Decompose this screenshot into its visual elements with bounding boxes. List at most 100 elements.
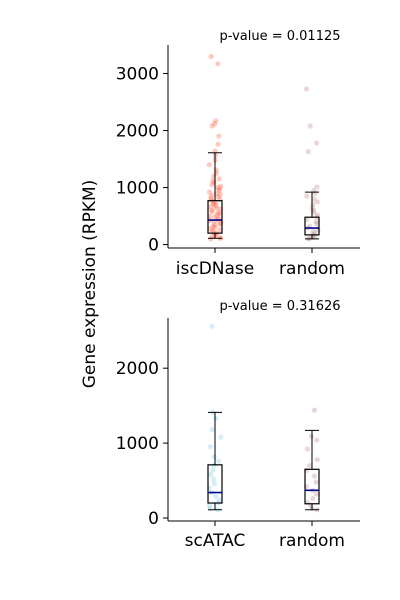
data-point bbox=[212, 224, 218, 231]
data-point bbox=[216, 497, 222, 503]
box bbox=[304, 216, 320, 236]
data-point bbox=[310, 228, 316, 235]
data-point bbox=[211, 121, 218, 127]
y-tick-label: 1000 bbox=[116, 434, 159, 454]
data-point bbox=[304, 446, 310, 452]
data-point bbox=[206, 503, 212, 509]
x-tick-label: iscDNase bbox=[176, 259, 254, 279]
data-point bbox=[212, 214, 218, 220]
data-point bbox=[209, 208, 215, 215]
data-point bbox=[209, 427, 215, 433]
y-tick-label: 0 bbox=[148, 509, 159, 529]
data-point bbox=[303, 86, 310, 92]
data-point bbox=[216, 176, 222, 182]
data-point bbox=[215, 194, 221, 200]
data-point bbox=[216, 187, 222, 193]
data-point bbox=[216, 133, 222, 139]
data-point bbox=[208, 472, 214, 478]
x-tick-label: scATAC bbox=[185, 531, 246, 551]
data-point bbox=[209, 182, 215, 188]
data-point bbox=[215, 61, 221, 67]
data-point bbox=[313, 219, 319, 225]
x-tick-label: random bbox=[279, 531, 345, 551]
data-point bbox=[215, 210, 221, 216]
data-point bbox=[217, 221, 223, 227]
data-point bbox=[314, 437, 320, 443]
data-point bbox=[211, 480, 218, 487]
data-point bbox=[304, 193, 310, 199]
data-point bbox=[215, 141, 221, 147]
data-point bbox=[211, 202, 217, 208]
data-point bbox=[307, 463, 313, 469]
data-point bbox=[314, 184, 320, 190]
data-point bbox=[206, 162, 212, 168]
data-point bbox=[217, 227, 223, 233]
data-point bbox=[208, 53, 214, 60]
data-point bbox=[214, 205, 220, 211]
data-point bbox=[210, 223, 216, 229]
data-point bbox=[217, 191, 223, 197]
y-tick-label: 2000 bbox=[116, 359, 159, 379]
box bbox=[207, 464, 223, 504]
data-point bbox=[209, 228, 216, 234]
data-point bbox=[213, 203, 219, 209]
data-point bbox=[314, 199, 320, 205]
data-point bbox=[212, 222, 218, 228]
data-point bbox=[311, 473, 317, 479]
data-point bbox=[207, 444, 213, 450]
data-point bbox=[314, 221, 320, 227]
data-point bbox=[217, 235, 223, 241]
y-tick-label: 0 bbox=[148, 236, 159, 256]
x-tick-label: random bbox=[279, 259, 345, 279]
p-value-annotation: p-value = 0.31626 bbox=[219, 299, 340, 314]
data-point bbox=[216, 211, 222, 217]
data-point bbox=[209, 323, 215, 329]
box bbox=[207, 200, 223, 234]
data-point bbox=[207, 213, 213, 219]
y-tick-label: 3000 bbox=[116, 65, 159, 85]
data-point bbox=[211, 454, 217, 460]
data-point bbox=[206, 485, 212, 491]
data-point bbox=[210, 467, 216, 473]
bottom-panel: 0 1000 2000 scATAC random p-value = 0.31626 bbox=[116, 299, 360, 551]
data-point bbox=[210, 476, 217, 482]
data-point bbox=[214, 185, 221, 191]
data-point bbox=[307, 235, 313, 241]
data-point bbox=[208, 195, 214, 201]
data-point bbox=[208, 236, 214, 242]
data-point bbox=[207, 204, 213, 210]
data-point bbox=[214, 212, 220, 218]
box bbox=[304, 468, 320, 505]
data-point bbox=[314, 457, 320, 463]
data-point bbox=[211, 463, 217, 469]
data-point bbox=[310, 495, 316, 502]
data-point bbox=[213, 493, 219, 499]
data-point bbox=[312, 190, 318, 196]
y-axis-label: Gene expression (RPKM) bbox=[80, 180, 100, 389]
p-value-annotation: p-value = 0.01125 bbox=[219, 29, 340, 44]
data-point bbox=[213, 118, 219, 124]
data-point bbox=[209, 207, 215, 213]
data-point bbox=[210, 200, 216, 207]
data-point bbox=[213, 415, 219, 421]
data-point bbox=[210, 178, 216, 184]
data-point bbox=[314, 212, 321, 218]
data-point bbox=[211, 173, 217, 179]
data-point bbox=[314, 140, 320, 146]
top-panel: 0 1000 2000 3000 iscDNase random p-value = 0.0… bbox=[116, 29, 360, 279]
data-point bbox=[218, 183, 224, 189]
data-point bbox=[307, 123, 313, 129]
data-point bbox=[218, 434, 224, 440]
data-point bbox=[216, 186, 222, 192]
data-point bbox=[209, 123, 215, 129]
data-point bbox=[209, 192, 215, 199]
data-point bbox=[311, 196, 317, 202]
y-tick-label: 2000 bbox=[116, 122, 159, 142]
y-tick-label: 1000 bbox=[116, 179, 159, 199]
data-point bbox=[216, 458, 222, 464]
data-point bbox=[305, 149, 311, 155]
data-point bbox=[206, 189, 213, 195]
data-point bbox=[311, 407, 318, 413]
data-point bbox=[313, 491, 319, 497]
